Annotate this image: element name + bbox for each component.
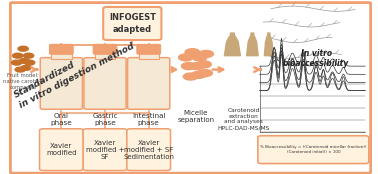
FancyBboxPatch shape bbox=[127, 129, 170, 171]
Circle shape bbox=[183, 73, 198, 80]
Text: INFOGEST
adapted: INFOGEST adapted bbox=[109, 13, 156, 34]
FancyBboxPatch shape bbox=[128, 58, 170, 109]
Circle shape bbox=[199, 50, 214, 57]
Circle shape bbox=[21, 65, 31, 70]
Text: % Bioaccessibility = ((Carotenoid micellar fraction)/
(Carotenoid initial)) × 10: % Bioaccessibility = ((Carotenoid micell… bbox=[260, 145, 367, 154]
Text: In vitro
bioaccessibility: In vitro bioaccessibility bbox=[283, 49, 349, 68]
Polygon shape bbox=[246, 37, 258, 56]
FancyBboxPatch shape bbox=[138, 53, 159, 59]
Circle shape bbox=[19, 58, 29, 63]
Circle shape bbox=[18, 46, 28, 51]
FancyBboxPatch shape bbox=[258, 136, 369, 164]
Polygon shape bbox=[230, 33, 235, 37]
Circle shape bbox=[192, 54, 207, 61]
FancyBboxPatch shape bbox=[50, 44, 73, 54]
Text: Carotenoid
extraction
and analyses
HPLC-DAD-MS/MS: Carotenoid extraction and analyses HPLC-… bbox=[217, 108, 270, 130]
Circle shape bbox=[15, 67, 25, 72]
Text: Gastric
phase: Gastric phase bbox=[92, 113, 118, 126]
Text: Xavier
modified +
SF: Xavier modified + SF bbox=[86, 140, 124, 160]
Circle shape bbox=[25, 60, 35, 65]
Text: Intestinal
phase: Intestinal phase bbox=[132, 113, 166, 126]
Polygon shape bbox=[251, 33, 254, 37]
FancyBboxPatch shape bbox=[83, 129, 127, 171]
FancyBboxPatch shape bbox=[93, 44, 117, 54]
Polygon shape bbox=[225, 37, 240, 56]
Circle shape bbox=[189, 63, 204, 70]
Circle shape bbox=[11, 60, 22, 65]
Polygon shape bbox=[268, 33, 270, 37]
FancyBboxPatch shape bbox=[84, 58, 126, 109]
Circle shape bbox=[178, 54, 193, 61]
Text: Xavier
modified + SF
Sedimentation: Xavier modified + SF Sedimentation bbox=[123, 140, 174, 160]
Circle shape bbox=[185, 49, 200, 56]
FancyBboxPatch shape bbox=[40, 58, 82, 109]
Circle shape bbox=[192, 71, 206, 78]
Circle shape bbox=[23, 53, 34, 58]
FancyBboxPatch shape bbox=[103, 7, 161, 40]
Text: Micelle
separation: Micelle separation bbox=[177, 110, 215, 123]
FancyBboxPatch shape bbox=[51, 53, 71, 59]
Circle shape bbox=[197, 61, 211, 68]
Circle shape bbox=[198, 70, 212, 77]
Circle shape bbox=[181, 63, 196, 70]
Text: Standardized
in vitro digestion method: Standardized in vitro digestion method bbox=[12, 31, 136, 110]
Text: Oral
phase: Oral phase bbox=[51, 113, 72, 126]
FancyBboxPatch shape bbox=[11, 3, 371, 173]
FancyBboxPatch shape bbox=[40, 129, 83, 171]
Circle shape bbox=[12, 53, 23, 58]
FancyBboxPatch shape bbox=[137, 44, 161, 54]
Polygon shape bbox=[264, 37, 273, 56]
FancyBboxPatch shape bbox=[95, 53, 115, 59]
Text: Fruit model:
native carots +
composite: Fruit model: native carots + composite bbox=[3, 73, 43, 90]
Text: Xavier
modified: Xavier modified bbox=[46, 143, 77, 156]
